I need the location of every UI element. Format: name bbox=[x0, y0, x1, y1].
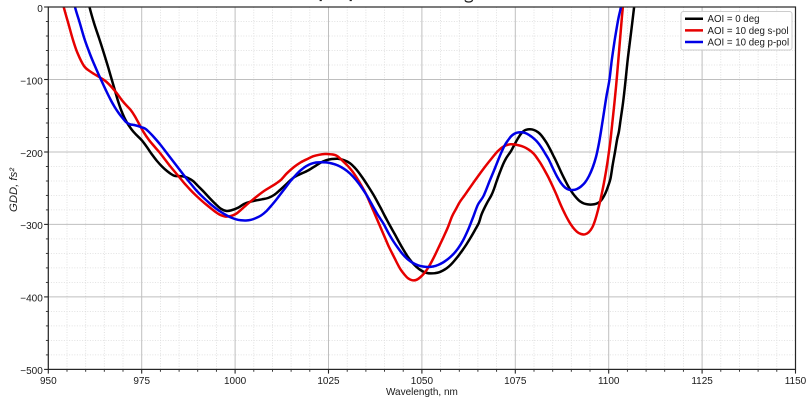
svg-text:Wavelength, nm: Wavelength, nm bbox=[386, 387, 458, 398]
svg-text:−200: −200 bbox=[20, 149, 43, 160]
svg-text:1025: 1025 bbox=[317, 376, 340, 387]
svg-text:AOI = 0 deg: AOI = 0 deg bbox=[708, 14, 760, 25]
svg-text:AOI = 10 deg p-pol: AOI = 10 deg p-pol bbox=[708, 37, 790, 48]
svg-text:1125: 1125 bbox=[691, 376, 713, 387]
svg-text:1075: 1075 bbox=[504, 376, 527, 387]
svg-text:0: 0 bbox=[37, 4, 43, 15]
svg-text:GDD, fs²: GDD, fs² bbox=[8, 167, 20, 212]
svg-text:1150: 1150 bbox=[785, 376, 807, 387]
svg-text:−100: −100 bbox=[20, 76, 43, 87]
svg-text:−300: −300 bbox=[20, 221, 43, 232]
svg-text:1050: 1050 bbox=[411, 376, 434, 387]
svg-text:975: 975 bbox=[133, 376, 150, 387]
svg-text:AOI = 10 deg s-pol: AOI = 10 deg s-pol bbox=[708, 26, 789, 37]
svg-text:1000: 1000 bbox=[224, 376, 247, 387]
svg-text:950: 950 bbox=[40, 376, 57, 387]
svg-text:−500: −500 bbox=[20, 366, 43, 377]
svg-text:−400: −400 bbox=[20, 294, 43, 305]
svg-text:1100: 1100 bbox=[598, 376, 620, 387]
